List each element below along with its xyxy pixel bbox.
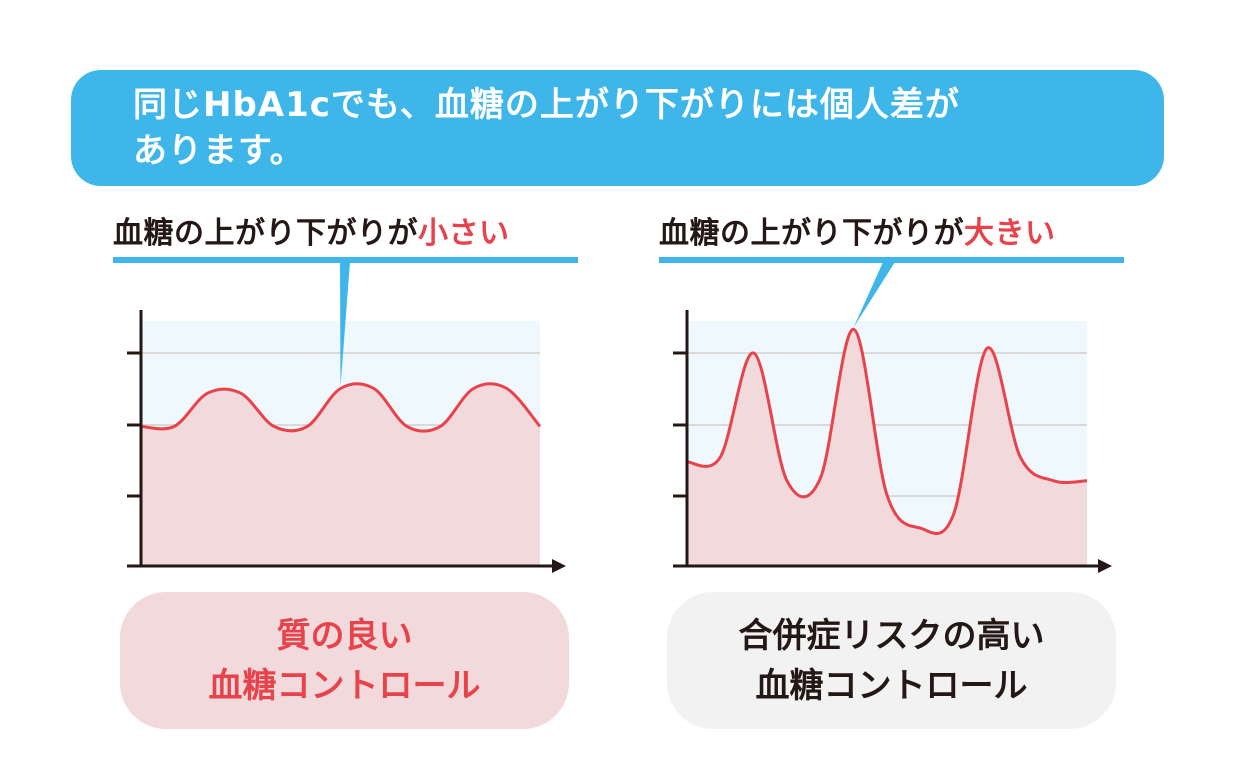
right-title-accent: 大きい: [964, 216, 1056, 251]
headline-text: 同じHbA1cでも、血糖の上がり下がりには個人差が あります。: [133, 82, 1133, 174]
left-result-line-1: 質の良い: [276, 615, 413, 656]
left-title-underline: [113, 257, 578, 263]
glucose-curve: [686, 327, 1088, 535]
right-result-line-1: 合併症リスクの高い: [738, 615, 1045, 656]
left-glucose-chart: [127, 262, 566, 573]
right-result-line-2: 血糖コントロール: [755, 665, 1028, 706]
callout-pointer: [853, 262, 895, 328]
left-result-label: 質の良い 血糖コントロール: [120, 592, 569, 729]
glucose-area: [687, 329, 1087, 566]
x-axis-arrow: [1098, 559, 1112, 573]
headline-line-2: あります。: [133, 131, 305, 171]
headline-line-1: 同じHbA1cでも、血糖の上がり下がりには個人差が: [133, 85, 960, 125]
x-axis-arrow: [552, 559, 566, 573]
right-glucose-chart: [673, 262, 1112, 573]
left-result-line-2: 血糖コントロール: [208, 665, 481, 706]
right-title-prefix: 血糖の上がり下がりが: [659, 216, 964, 251]
glucose-curve: [140, 382, 542, 433]
left-title-prefix: 血糖の上がり下がりが: [113, 216, 418, 251]
right-panel-title: 血糖の上がり下がりが大きい: [659, 208, 1129, 251]
headline-banner: 同じHbA1cでも、血糖の上がり下がりには個人差が あります。: [71, 70, 1164, 186]
glucose-area: [141, 383, 540, 566]
right-title-underline: [659, 257, 1124, 263]
callout-pointer: [340, 262, 350, 387]
left-panel-title: 血糖の上がり下がりが小さい: [113, 208, 583, 251]
right-result-label: 合併症リスクの高い 血糖コントロール: [667, 592, 1116, 729]
left-title-accent: 小さい: [418, 216, 510, 251]
